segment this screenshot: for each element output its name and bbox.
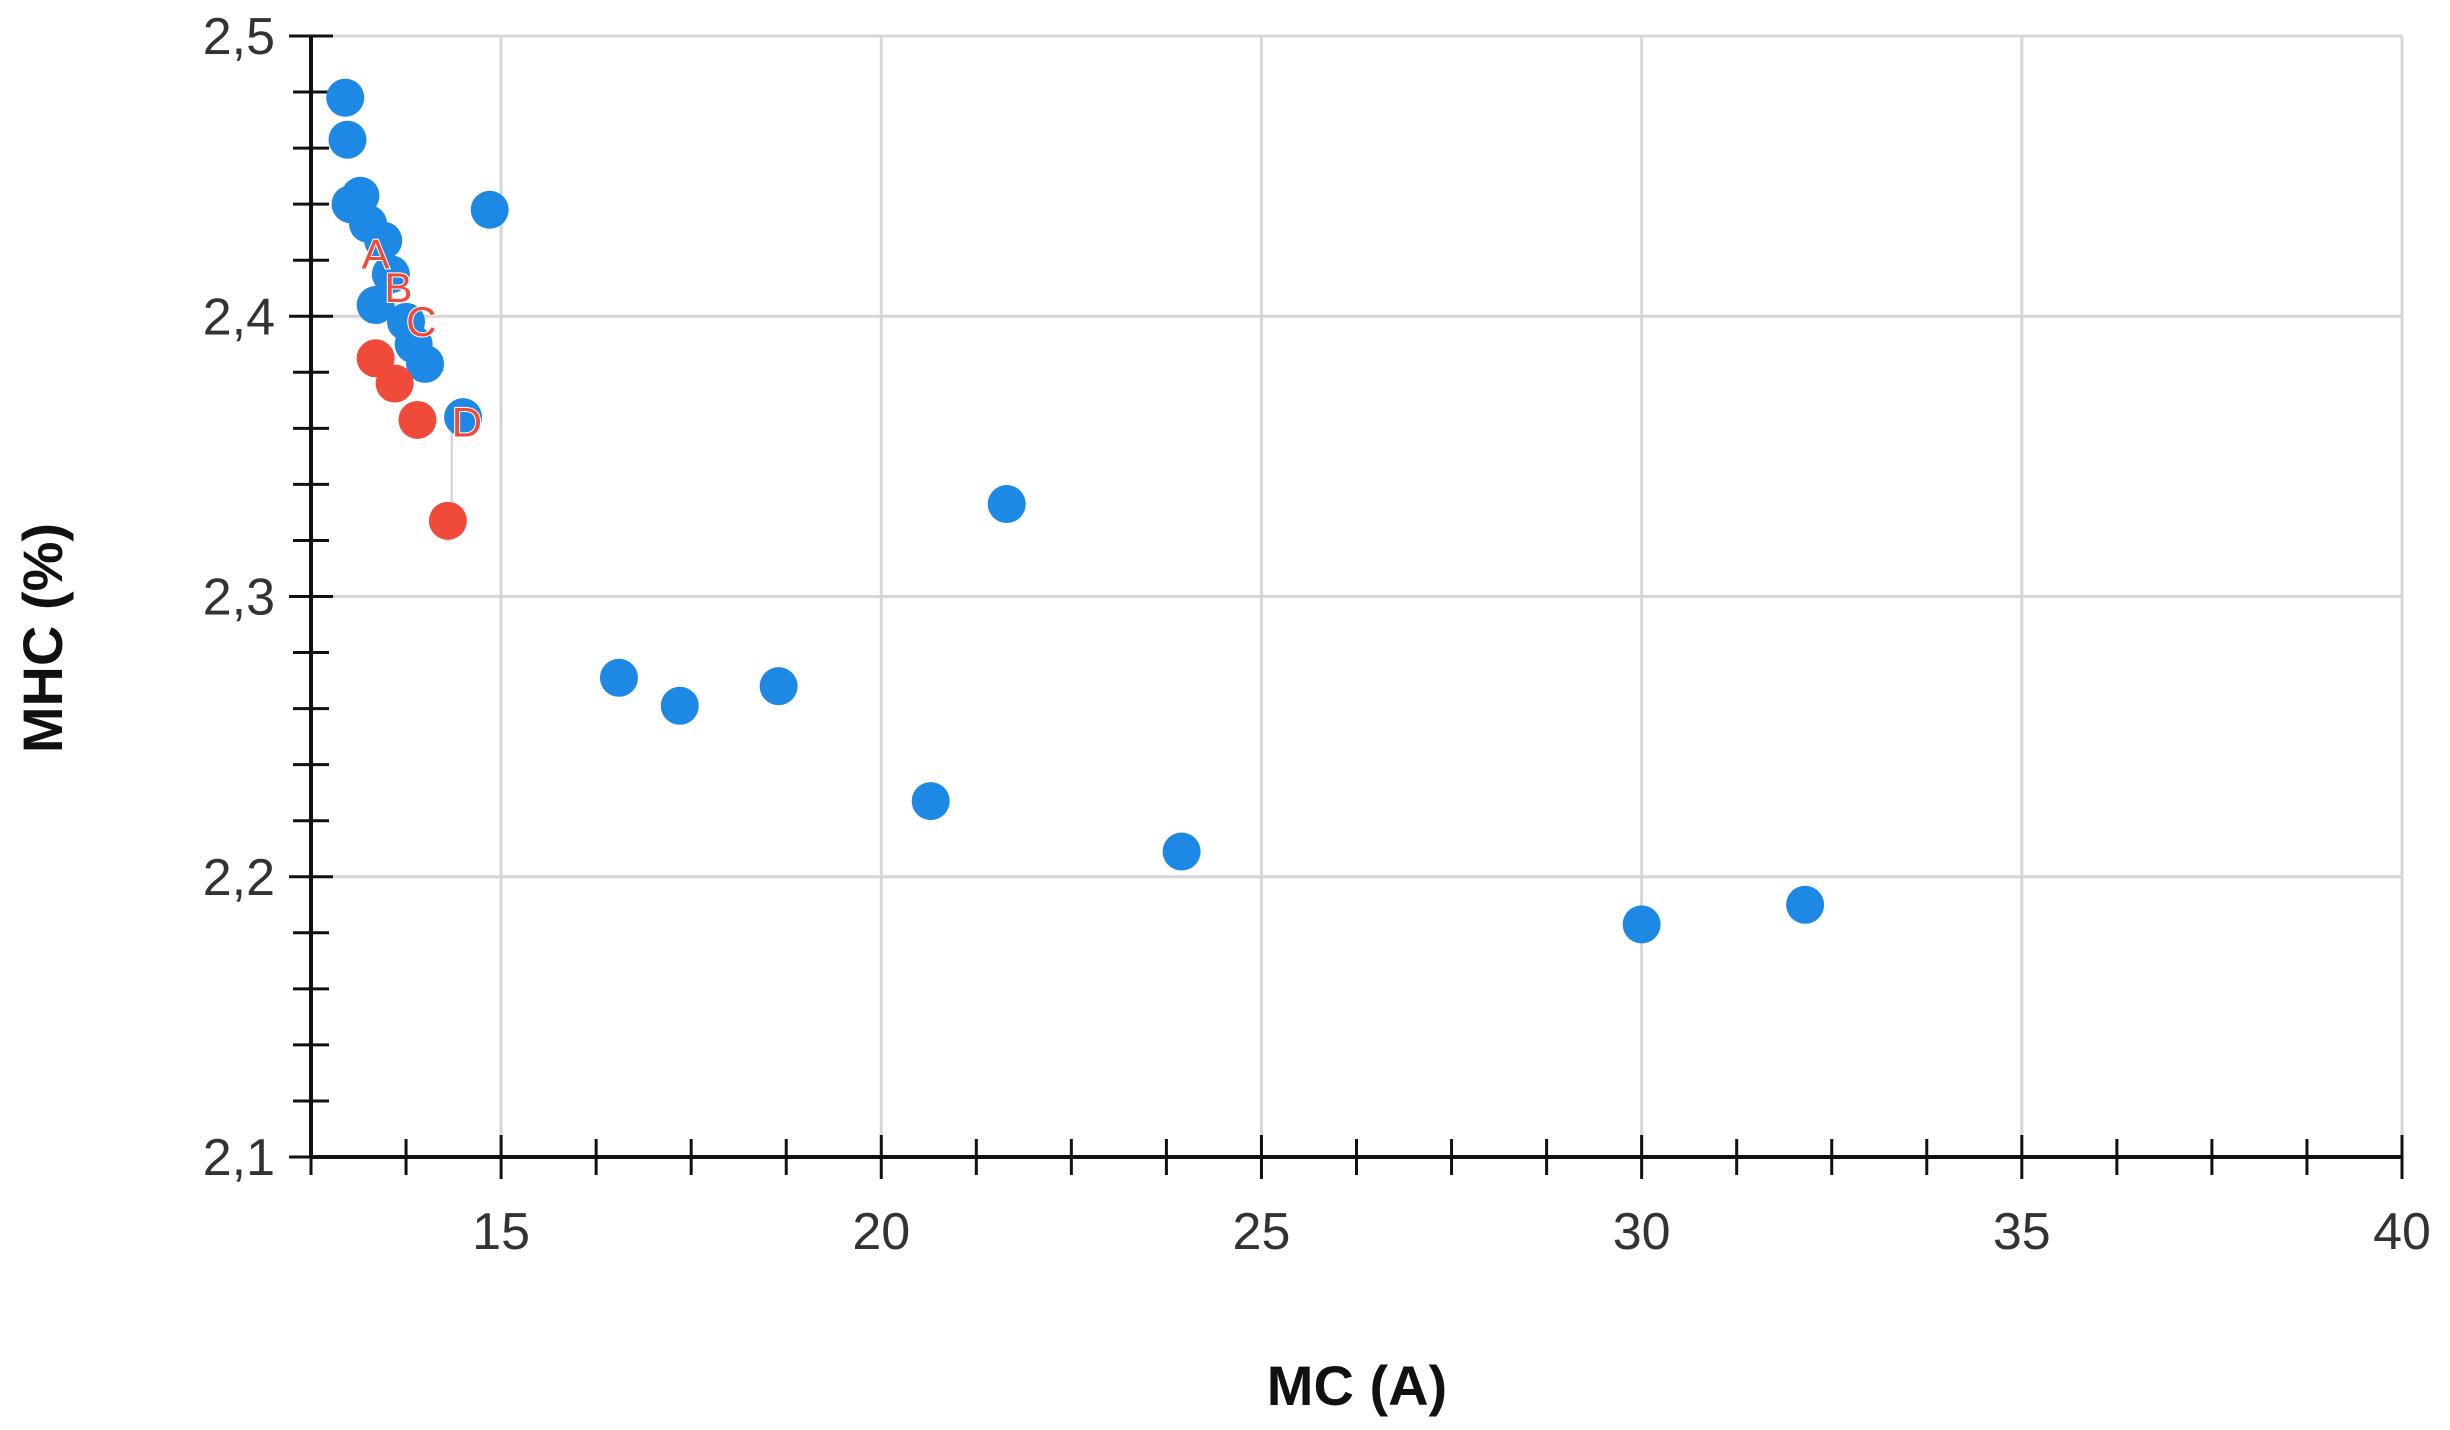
data-points xyxy=(326,78,1825,944)
x-tick-label: 20 xyxy=(852,1203,910,1261)
blue-data-point xyxy=(371,255,410,294)
point-label-b: B xyxy=(384,264,412,311)
blue-data-point xyxy=(326,78,365,117)
point-label-a: A xyxy=(362,231,390,278)
point-annotations: ABC D xyxy=(361,230,483,447)
tick-labels: 15 20 25 30 35 40 2,1 2,2 2,3 2,4 2,5 xyxy=(203,8,2431,1261)
point-label-c: C xyxy=(406,298,436,345)
red-data-point xyxy=(375,364,414,403)
blue-data-point xyxy=(328,120,367,159)
x-tick-label: 40 xyxy=(2373,1203,2431,1261)
blue-data-point xyxy=(470,190,509,229)
y-tick-label: 2,3 xyxy=(203,569,275,627)
blue-data-point xyxy=(1162,832,1201,871)
tick-marks xyxy=(289,34,2404,1179)
y-tick-label: 2,5 xyxy=(203,8,275,66)
x-tick-label: 25 xyxy=(1233,1203,1291,1261)
point-label-d: D xyxy=(452,399,482,446)
y-tick-label: 2,4 xyxy=(203,288,275,346)
blue-data-point xyxy=(660,686,699,725)
blue-data-point xyxy=(364,221,403,260)
x-axis-title: MC (A) xyxy=(1267,1354,1447,1417)
x-tick-label: 15 xyxy=(472,1203,530,1261)
x-tick-label: 30 xyxy=(1613,1203,1671,1261)
blue-data-point xyxy=(1786,885,1825,924)
red-data-point xyxy=(428,501,467,540)
x-tick-label: 35 xyxy=(1993,1203,2051,1261)
blue-data-point xyxy=(444,398,483,437)
blue-data-point xyxy=(406,344,445,383)
blue-data-point xyxy=(911,782,950,821)
y-tick-label: 2,1 xyxy=(203,1129,275,1187)
blue-data-point xyxy=(599,658,638,697)
blue-data-point xyxy=(759,667,798,706)
red-data-point xyxy=(398,400,437,439)
blue-data-point xyxy=(356,286,395,325)
y-axis-title: MHC (%) xyxy=(11,523,74,753)
blue-data-point xyxy=(1622,905,1661,944)
blue-data-point xyxy=(987,485,1026,524)
grid-lines xyxy=(311,34,2404,1157)
y-tick-label: 2,2 xyxy=(203,849,275,907)
